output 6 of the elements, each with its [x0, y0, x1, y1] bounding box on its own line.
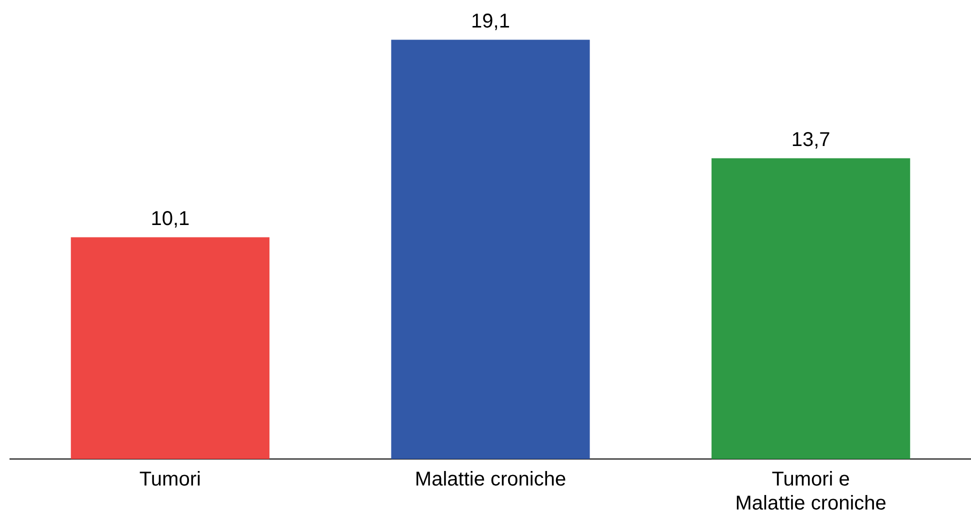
x-tick-label: Tumori: [139, 468, 201, 491]
x-tick-label: Tumori e Malattie croniche: [735, 468, 886, 515]
data-label: 13,7: [791, 128, 830, 151]
x-tick-label: Malattie croniche: [414, 468, 566, 491]
data-label: 19,1: [471, 10, 510, 32]
data-label: 10,1: [150, 208, 190, 230]
